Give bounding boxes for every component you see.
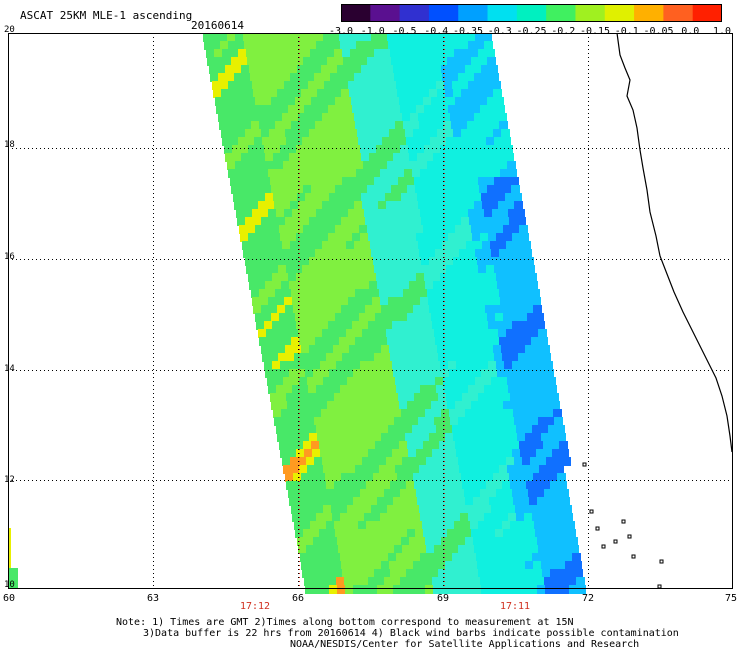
islands — [582, 462, 664, 589]
lon-label-60: 60 — [2, 593, 16, 604]
colorbar-swatch — [487, 4, 518, 22]
colorbar-swatch — [370, 4, 401, 22]
lat-label-14: 14 — [4, 364, 15, 374]
lat-label-18: 18 — [4, 140, 15, 150]
colorbar-tick-label: -0.05 — [643, 26, 674, 37]
colorbar-tick-label: -0.35 — [452, 26, 484, 37]
colorbar-swatch — [604, 4, 635, 22]
colorbar-swatch — [341, 4, 371, 22]
plot-frame — [8, 33, 733, 589]
time-label-1: 17:12 — [239, 601, 271, 612]
colorbar-tick-label: -0.5 — [392, 26, 417, 37]
time-label-2: 17:11 — [499, 601, 531, 612]
lon-label-63: 63 — [146, 593, 160, 604]
lat-label-12: 12 — [4, 475, 15, 485]
colorbar-tick-label: -0.15 — [579, 26, 611, 37]
time-grid-lines — [299, 33, 445, 588]
lon-label-69: 69 — [436, 593, 450, 604]
edge-strip — [8, 528, 11, 568]
footer-note-1: Note: 1) Times are GMT 2)Times along bot… — [116, 617, 574, 628]
colorbar-swatch — [663, 4, 694, 22]
colorbar-swatch — [458, 4, 489, 22]
wind-swath — [203, 33, 586, 594]
lat-label-20: 20 — [4, 25, 15, 35]
colorbar-swatch — [546, 4, 576, 22]
coastline — [616, 32, 733, 453]
colorbar-swatch — [428, 4, 459, 22]
lon-label-75: 75 — [724, 593, 738, 604]
colorbar-tick-label: -3.0 — [328, 26, 354, 37]
product-title: ASCAT 25KM MLE-1 ascending — [20, 9, 193, 22]
colorbar-tick-label: 0.0 — [681, 26, 700, 37]
colorbar-tick-label: -0.25 — [516, 26, 547, 37]
lat-label-10: 10 — [4, 580, 15, 590]
colorbar-tick-label: -0.1 — [614, 26, 639, 37]
lon-label-72: 72 — [581, 593, 595, 604]
edge-strip — [8, 568, 18, 588]
colorbar-swatch — [692, 4, 722, 22]
footer-credit: NOAA/NESDIS/Center for Satellite Applica… — [290, 639, 640, 650]
footer-note-2: 3)Data buffer is 22 hrs from 20160614 4)… — [143, 628, 679, 639]
colorbar — [341, 4, 722, 22]
colorbar-tick-label: -0.3 — [487, 26, 512, 37]
lon-label-66: 66 — [291, 593, 305, 604]
colorbar-swatch — [516, 4, 547, 22]
colorbar-tick-label: 1.0 — [712, 26, 732, 37]
colorbar-swatch — [634, 4, 664, 22]
colorbar-swatch — [575, 4, 606, 22]
colorbar-tick-label: -1.0 — [360, 26, 385, 37]
colorbar-tick-label: -0.2 — [551, 26, 576, 37]
colorbar-swatch — [399, 4, 430, 22]
colorbar-tick-label: -0.4 — [424, 26, 449, 37]
product-date: 20160614 — [191, 19, 244, 32]
lat-label-16: 16 — [4, 252, 15, 262]
